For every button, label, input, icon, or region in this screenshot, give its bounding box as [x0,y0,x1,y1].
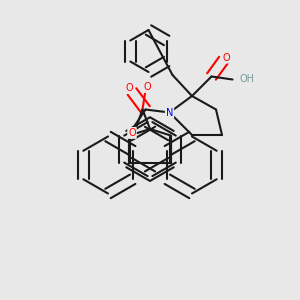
Text: N: N [166,107,173,118]
Text: OH: OH [240,74,255,85]
Text: O: O [143,82,151,92]
Text: O: O [222,52,230,63]
Text: O: O [126,83,134,93]
Text: O: O [128,128,136,138]
